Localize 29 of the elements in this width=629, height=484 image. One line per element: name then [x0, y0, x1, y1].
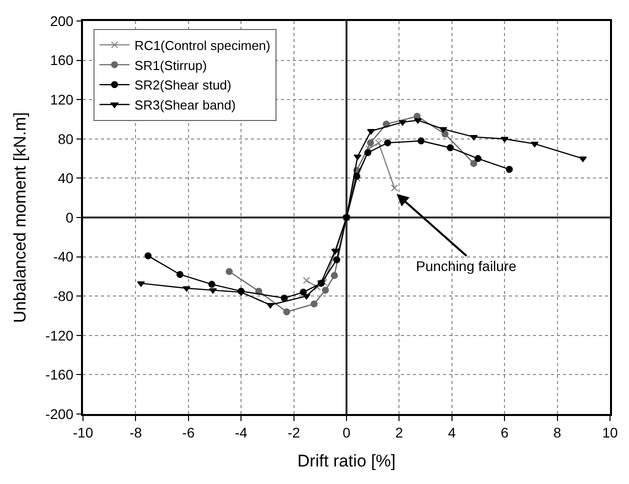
- x-tick-label: 4: [448, 424, 456, 441]
- x-tick-label: -10: [72, 424, 94, 441]
- legend-label: RC1(Control specimen): [134, 38, 270, 53]
- x-tick-label: -2: [288, 424, 300, 441]
- y-tick-label: -200: [45, 406, 74, 422]
- y-tick-label: 0: [66, 209, 74, 226]
- y-tick-label: -160: [45, 366, 74, 383]
- y-tick-label: -80: [53, 288, 74, 304]
- x-axis-title: Drift ratio [%]: [297, 451, 396, 470]
- x-tick-label: 10: [602, 424, 618, 441]
- y-tick-label: 80: [58, 130, 74, 147]
- y-tick-label: -40: [53, 248, 74, 265]
- annotation: Punching failure: [416, 258, 517, 274]
- y-tick-label: -120: [45, 327, 74, 344]
- x-tick-label: 2: [395, 424, 404, 441]
- y-tick-label: 120: [50, 92, 74, 108]
- x-tick-label: -8: [129, 424, 142, 441]
- legend-label: SR2(Shear stud): [134, 78, 232, 93]
- y-tick-label: 160: [50, 52, 74, 68]
- y-tick-label: 200: [50, 12, 74, 29]
- x-tick-label: -6: [182, 424, 195, 441]
- legend-label: SR1(Stirrup): [134, 58, 207, 73]
- x-tick-label: 8: [553, 424, 562, 441]
- x-tick-label: 6: [500, 424, 509, 441]
- x-tick-label: -4: [234, 424, 248, 441]
- x-tick-label: 0: [342, 424, 351, 441]
- legend-label: SR3(Shear band): [134, 98, 236, 113]
- y-axis-title: Unbalanced moment [kN.m]: [10, 112, 30, 323]
- y-tick-label: 40: [58, 170, 74, 186]
